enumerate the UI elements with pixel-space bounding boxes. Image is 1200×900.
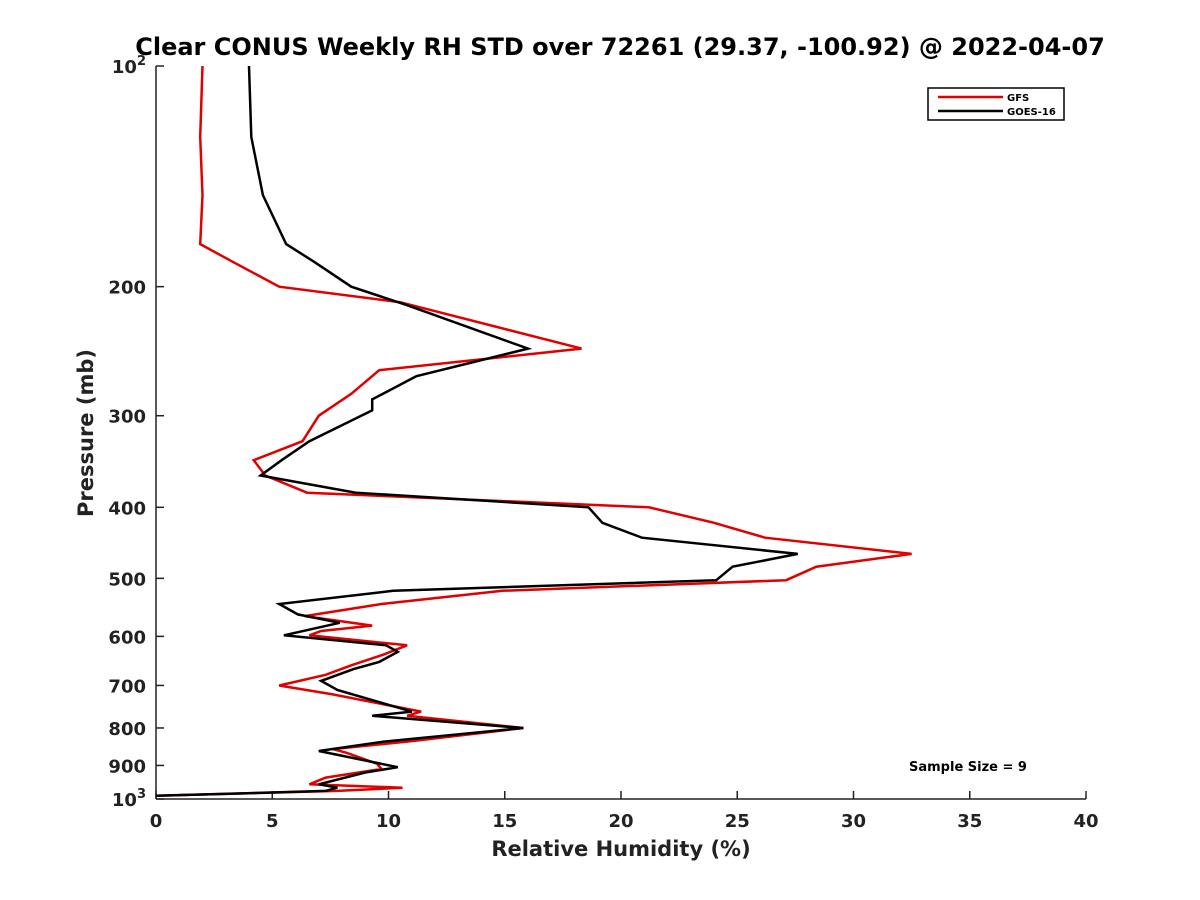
y-tick-label: 102: [112, 54, 146, 78]
y-tick-label: 300: [108, 407, 146, 428]
sample-size-annotation: Sample Size = 9: [909, 760, 1027, 775]
y-tick-label: 400: [108, 498, 146, 519]
x-axis-label: Relative Humidity (%): [491, 837, 750, 861]
x-tick-label: 5: [266, 811, 279, 832]
legend-box: [927, 87, 1065, 121]
x-tick-label: 40: [1073, 811, 1098, 832]
chart-title: Clear CONUS Weekly RH STD over 72261 (29…: [135, 33, 1105, 61]
x-ticks: 0 5 10 15 20 25 30 35 40: [150, 791, 1099, 832]
legend: GFS GOES-16: [927, 87, 1065, 121]
x-tick-label: 15: [492, 811, 517, 832]
y-tick-label: 700: [108, 676, 146, 697]
x-tick-label: 20: [608, 811, 633, 832]
legend-label-goes16: GOES-16: [1007, 107, 1056, 118]
x-tick-label: 25: [725, 811, 750, 832]
y-tick-label: 200: [108, 278, 146, 299]
y-tick-label: 900: [108, 756, 146, 777]
y-tick-label: 103: [112, 787, 146, 811]
x-tick-label: 10: [376, 811, 401, 832]
series-line-gfs: [155, 65, 912, 798]
x-tick-label: 35: [957, 811, 982, 832]
legend-label-gfs: GFS: [1007, 93, 1029, 104]
y-tick-label: 500: [108, 569, 146, 590]
x-tick-label: 0: [150, 811, 163, 832]
y-axis-label: Pressure (mb): [74, 349, 98, 517]
series-line-goes16: [155, 65, 798, 798]
y-tick-label: 600: [108, 627, 146, 648]
y-ticks: 102 200 300 400 500 600 700 800 900 103: [108, 54, 164, 811]
x-tick-label: 30: [841, 811, 866, 832]
series-group: [155, 65, 912, 798]
y-tick-label: 800: [108, 719, 146, 740]
